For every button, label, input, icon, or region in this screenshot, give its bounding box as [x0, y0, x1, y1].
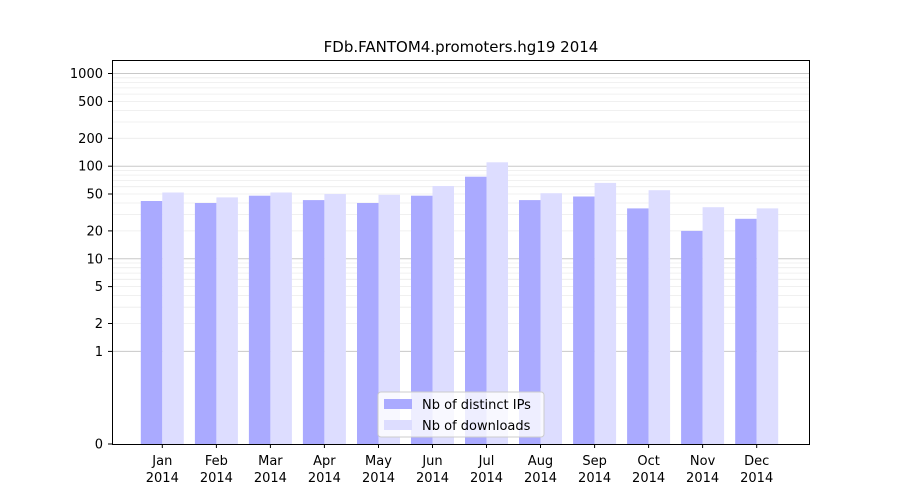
x-tick-label-month: Nov: [690, 454, 716, 469]
bar-distinct-ips: [735, 218, 757, 444]
bar-downloads: [648, 190, 671, 444]
x-tick-label-month: Jun: [421, 454, 442, 469]
y-tick-label: 10: [86, 252, 103, 267]
bar-distinct-ips: [627, 208, 649, 444]
bar-distinct-ips: [194, 203, 217, 444]
x-tick-label-year: 2014: [416, 471, 449, 486]
y-tick-label: 100: [78, 160, 103, 175]
bar-distinct-ips: [681, 230, 703, 444]
y-tick-label: 2: [95, 317, 103, 332]
bar-downloads: [162, 192, 184, 444]
x-axis: Jan 2014 Feb 2014 Mar 2014 Apr 2014 May 2014 Jun 20…: [146, 444, 773, 486]
bar-distinct-ips: [248, 195, 271, 444]
x-tick-label-year: 2014: [308, 471, 341, 486]
bar-downloads: [540, 193, 562, 444]
bars: [140, 162, 779, 445]
bar-downloads: [270, 192, 292, 444]
y-tick-label: 50: [86, 188, 103, 203]
x-tick-label-month: Mar: [258, 454, 283, 469]
bar-downloads: [324, 194, 346, 444]
x-tick-label-year: 2014: [524, 471, 557, 486]
x-tick-label-month: Jul: [478, 454, 495, 469]
y-tick-label: 20: [86, 224, 103, 239]
legend-label: Nb of distinct IPs: [422, 398, 531, 413]
bar-distinct-ips: [519, 200, 541, 444]
y-tick-label: 5: [95, 280, 103, 295]
bar-downloads: [216, 197, 238, 444]
y-tick-label: 0: [95, 438, 103, 453]
bar-distinct-ips: [302, 200, 325, 444]
x-tick-label-month: Dec: [744, 454, 769, 469]
bar-distinct-ips: [411, 195, 433, 444]
y-tick-label: 1000: [70, 67, 103, 82]
legend-label: Nb of downloads: [422, 419, 531, 434]
y-tick-label: 500: [78, 95, 103, 110]
bar-distinct-ips: [357, 203, 379, 444]
x-tick-label-month: Feb: [205, 454, 228, 469]
bar-downloads: [486, 162, 508, 445]
legend-swatch: [384, 420, 412, 430]
x-tick-label-year: 2014: [362, 471, 395, 486]
bar-distinct-ips: [573, 196, 595, 444]
bar-downloads: [594, 182, 617, 444]
x-tick-label-year: 2014: [146, 471, 179, 486]
bar-downloads: [756, 208, 779, 444]
chart-title: FDb.FANTOM4.promoters.hg19 2014: [324, 38, 599, 56]
x-tick-label-year: 2014: [200, 471, 233, 486]
y-tick-label: 1: [95, 345, 103, 360]
bar-downloads: [432, 186, 454, 444]
x-tick-label-month: Sep: [582, 454, 607, 469]
x-tick-label-month: Oct: [637, 454, 659, 469]
y-tick-label: 200: [78, 132, 103, 147]
bar-downloads: [378, 194, 400, 444]
legend-swatch: [384, 399, 412, 409]
legend: Nb of distinct IPs Nb of downloads: [377, 391, 545, 438]
x-tick-label-year: 2014: [740, 471, 773, 486]
x-tick-label-month: May: [365, 454, 392, 469]
plot-frame: [112, 60, 810, 445]
bar-distinct-ips: [140, 201, 163, 444]
x-tick-label-month: Aug: [528, 454, 553, 469]
bar-distinct-ips: [465, 176, 487, 444]
x-tick-label-year: 2014: [578, 471, 611, 486]
y-axis: 0 1 2 5 10 20 50 100 200 500 1000: [70, 67, 112, 453]
x-tick-label-month: Jan: [151, 454, 172, 469]
x-tick-label-year: 2014: [470, 471, 503, 486]
x-tick-label-month: Apr: [313, 454, 336, 469]
bar-downloads: [702, 207, 725, 444]
legend-box: [377, 391, 545, 438]
x-tick-label-year: 2014: [632, 471, 665, 486]
x-tick-label-year: 2014: [254, 471, 287, 486]
x-tick-label-year: 2014: [686, 471, 719, 486]
